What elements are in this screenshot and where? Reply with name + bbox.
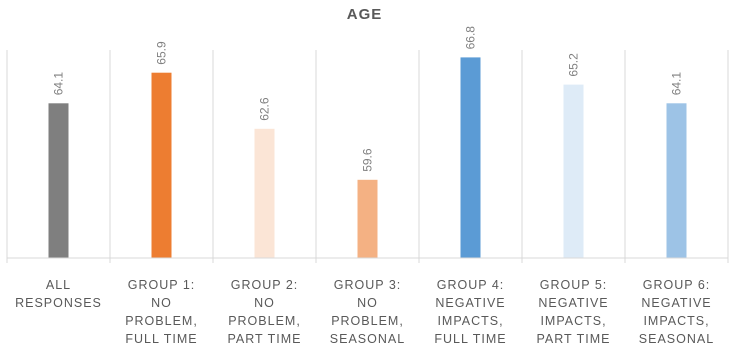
bar-3 xyxy=(254,128,275,258)
category-label-4: GROUP 3: NO PROBLEM, SEASONAL xyxy=(329,278,406,346)
bar-6 xyxy=(563,84,584,258)
category-label-1: ALL RESPONSES xyxy=(15,278,102,310)
data-label-1: 64.1 xyxy=(52,72,66,96)
bar-2 xyxy=(151,72,172,258)
bar-4 xyxy=(357,179,378,258)
data-label-3: 62.6 xyxy=(258,97,272,121)
data-label-6: 65.2 xyxy=(567,53,581,77)
data-label-2: 65.9 xyxy=(155,41,169,65)
category-label-5: GROUP 4: NEGATIVE IMPACTS, FULL TIME xyxy=(434,278,507,346)
bar-1 xyxy=(48,103,69,258)
bar-7 xyxy=(666,103,687,258)
data-label-5: 66.8 xyxy=(464,26,478,50)
category-separators xyxy=(6,50,729,263)
data-labels: 64.1 65.9 62.6 59.6 66.8 65.2 64.1 xyxy=(52,26,684,172)
bar-5 xyxy=(460,57,481,259)
category-label-2: GROUP 1: NO PROBLEM, FULL TIME xyxy=(125,278,198,346)
category-label-6: GROUP 5: NEGATIVE IMPACTS, PART TIME xyxy=(536,278,611,346)
bars xyxy=(48,57,687,259)
data-label-7: 64.1 xyxy=(670,72,684,96)
data-label-4: 59.6 xyxy=(361,148,375,172)
category-label-3: GROUP 2: NO PROBLEM, PART TIME xyxy=(227,278,302,346)
chart-title: AGE xyxy=(346,6,383,23)
category-label-7: GROUP 6: NEGATIVE IMPACTS, SEASONAL xyxy=(638,278,715,346)
